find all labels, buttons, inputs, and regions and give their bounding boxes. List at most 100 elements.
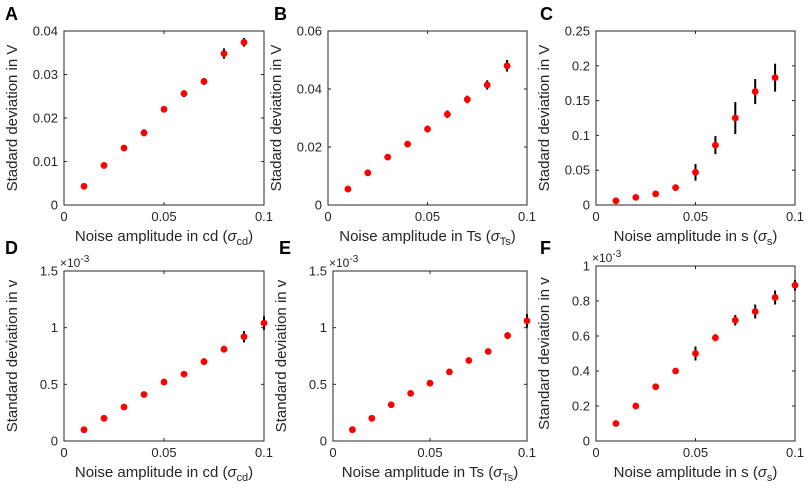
x-tick-label: 0.1 <box>786 209 804 224</box>
data-point <box>731 114 739 122</box>
y-tick-label: 0 <box>315 198 322 213</box>
x-tick-label: 0.05 <box>415 209 440 224</box>
y-axis-label: Stadard deviation in V <box>268 45 285 192</box>
panel-label: F <box>540 238 551 258</box>
chart-panel-a: A 0 0.05 0.1 0 0.01 0.02 0.03 0.04 Noise amplitud… <box>4 4 273 248</box>
data-point <box>404 140 411 148</box>
panel-label: E <box>279 238 291 258</box>
data-point <box>80 182 88 190</box>
data-point <box>503 62 511 70</box>
y-tick-label: 1.5 <box>309 264 327 279</box>
data-point <box>751 88 759 95</box>
y-tick-label: 0.02 <box>33 111 58 126</box>
y-axis-label: Standard deviation in v <box>4 279 21 432</box>
x-tick-label: 0 <box>329 445 336 460</box>
x-tick-label: 0.05 <box>151 445 176 460</box>
x-tick-label: 0.1 <box>518 209 536 224</box>
data-point <box>120 144 128 152</box>
y-tick-label: 0.6 <box>572 329 590 344</box>
chart-panel-d: D 0 0.05 0.1 0 0.5 1 1.5×10-3 Noise amplitude in… <box>4 238 273 484</box>
data-point <box>672 184 679 192</box>
panel-label: D <box>5 238 18 258</box>
x-tick-label: 0 <box>324 209 331 224</box>
data-point <box>180 370 188 378</box>
data-point <box>465 357 473 364</box>
x-tick-label: 0 <box>60 445 67 460</box>
y-tick-label: 0.8 <box>572 294 590 309</box>
data-point <box>751 308 759 315</box>
data-point <box>100 162 108 169</box>
x-tick-label: 0.1 <box>255 445 273 460</box>
data-point <box>652 190 660 198</box>
y-exponent-label: ×10-3 <box>592 249 622 265</box>
y-tick-label: 0 <box>51 198 58 213</box>
data-point <box>220 345 228 353</box>
axes-box <box>332 270 528 442</box>
data-point <box>712 141 719 149</box>
data-point <box>424 125 431 133</box>
data-point <box>692 168 699 176</box>
data-point <box>672 367 679 375</box>
y-axis-label: Stadard deviation in V <box>4 45 21 192</box>
data-point <box>612 197 620 205</box>
data-point <box>484 348 492 355</box>
axes-box <box>63 30 265 206</box>
x-axis-label: Noise amplitude in s (σs) <box>614 228 778 248</box>
data-point <box>652 383 660 391</box>
chart-panel-f: F 0 0.05 0.1 0 0.2 0.4 0.6 0.8 1×10-3 Noise amplit… <box>536 238 804 484</box>
data-point <box>100 414 108 422</box>
panel-label: C <box>540 4 553 24</box>
x-axis-label: Noise amplitude in s (σs) <box>614 464 778 484</box>
axes-box <box>327 30 528 206</box>
y-axis-label: Stadard deviation in V <box>536 45 553 192</box>
y-axis-label: Standard deviation in v <box>536 277 553 430</box>
data-point <box>160 105 168 113</box>
y-tick-label: 0.06 <box>297 24 322 39</box>
data-point <box>444 110 451 118</box>
data-point <box>344 185 352 193</box>
y-tick-label: 0.03 <box>33 67 58 82</box>
data-point <box>384 153 392 161</box>
x-tick-label: 0 <box>60 209 67 224</box>
data-point <box>446 368 453 376</box>
data-point <box>160 378 168 386</box>
y-tick-label: 0.05 <box>565 163 590 178</box>
x-tick-label: 0.05 <box>417 445 442 460</box>
data-point <box>483 81 491 89</box>
data-point <box>632 193 640 201</box>
data-point <box>407 390 414 397</box>
y-tick-label: 0 <box>583 434 590 449</box>
y-exponent-label: ×10-3 <box>329 254 359 270</box>
data-point <box>731 316 739 324</box>
data-point <box>200 78 208 85</box>
data-point <box>791 281 799 289</box>
x-tick-label: 0 <box>592 445 599 460</box>
x-axis-label: Noise amplitude in cd (σcd) <box>75 228 253 248</box>
data-point <box>504 332 511 339</box>
y-tick-label: 0.2 <box>572 399 590 414</box>
y-tick-label: 0.01 <box>33 154 58 169</box>
data-point <box>612 420 620 427</box>
y-tick-label: 1 <box>583 259 590 274</box>
data-point <box>80 426 88 434</box>
chart-panel-b: B 0 0.05 0.1 0 0.02 0.04 0.06 Noise amplitude in… <box>268 4 536 248</box>
chart-panel-c: C 0 0.05 0.1 0 0.05 0.1 0.15 0.2 0.25 Noise amplit… <box>536 4 804 248</box>
data-point <box>120 403 128 411</box>
y-axis-label: Standard deviation in v <box>273 279 290 432</box>
data-point <box>692 350 699 357</box>
data-point <box>771 74 779 82</box>
x-tick-label: 0.05 <box>683 445 708 460</box>
y-tick-label: 0 <box>583 198 590 213</box>
data-point <box>771 294 779 301</box>
x-axis-label: Noise amplitude in Ts (σTs) <box>342 464 519 484</box>
y-tick-label: 0.5 <box>309 377 327 392</box>
data-point <box>240 333 248 341</box>
x-tick-label: 0.1 <box>518 445 536 460</box>
panel-label: A <box>5 4 18 24</box>
y-tick-label: 0.04 <box>33 24 58 39</box>
y-exponent-label: ×10-3 <box>60 254 90 270</box>
data-point <box>220 50 228 58</box>
y-tick-label: 0.15 <box>565 93 590 108</box>
y-tick-label: 0.04 <box>297 82 322 97</box>
